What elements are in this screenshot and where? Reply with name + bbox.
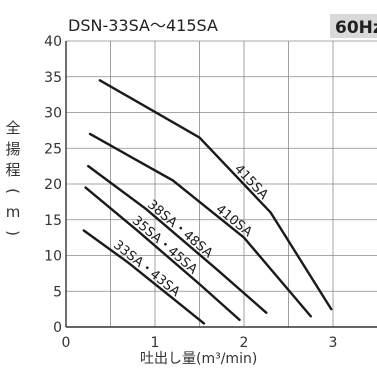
y-tick-label: 25 [44,141,62,157]
curve-415SA [98,79,333,311]
curve-410SA [88,132,312,318]
y-axis-label: 全揚程 ( m) [4,119,22,236]
frequency-badge [330,14,377,38]
y-tick-label: 20 [44,177,62,193]
x-tick-label: 0 [62,335,71,351]
y-axis-label-char: 揚 [5,140,20,158]
x-tick-label: 1 [151,335,160,351]
y-axis-label-char: ) [4,230,22,236]
curve-label: 410SA [213,202,255,240]
y-axis-label-char: ( [4,188,22,194]
y-axis-label-char: 程 [5,161,20,179]
y-tick-label: 10 [44,249,62,265]
y-tick-label: 5 [53,284,62,300]
curve-label: 415SA [231,162,271,203]
curve-38SA・48SA [87,164,268,314]
curve-35SA・45SA [84,186,241,322]
y-tick-label: 15 [44,213,62,229]
x-tick-label: 2 [240,335,249,351]
x-axis-label: 吐出し量(m³/min) [140,351,257,367]
y-tick-label: 35 [44,70,62,86]
y-axis-label-char: 全 [5,119,20,137]
y-tick-label: 40 [44,34,62,50]
chart-title: DSN-33SA〜415SA [68,16,218,35]
axes [65,41,377,328]
frequency-label: 60Hz [335,18,377,38]
curve-33SA・43SA [82,229,206,325]
tick-labels: 0 5 10 15 20 25 30 35 40 0 1 2 3 [44,34,337,351]
y-tick-label: 30 [44,106,62,122]
y-tick-label: 0 [53,320,62,336]
curves [82,79,333,325]
y-axis-label-char: m [6,203,21,221]
x-tick-label: 3 [329,335,338,351]
